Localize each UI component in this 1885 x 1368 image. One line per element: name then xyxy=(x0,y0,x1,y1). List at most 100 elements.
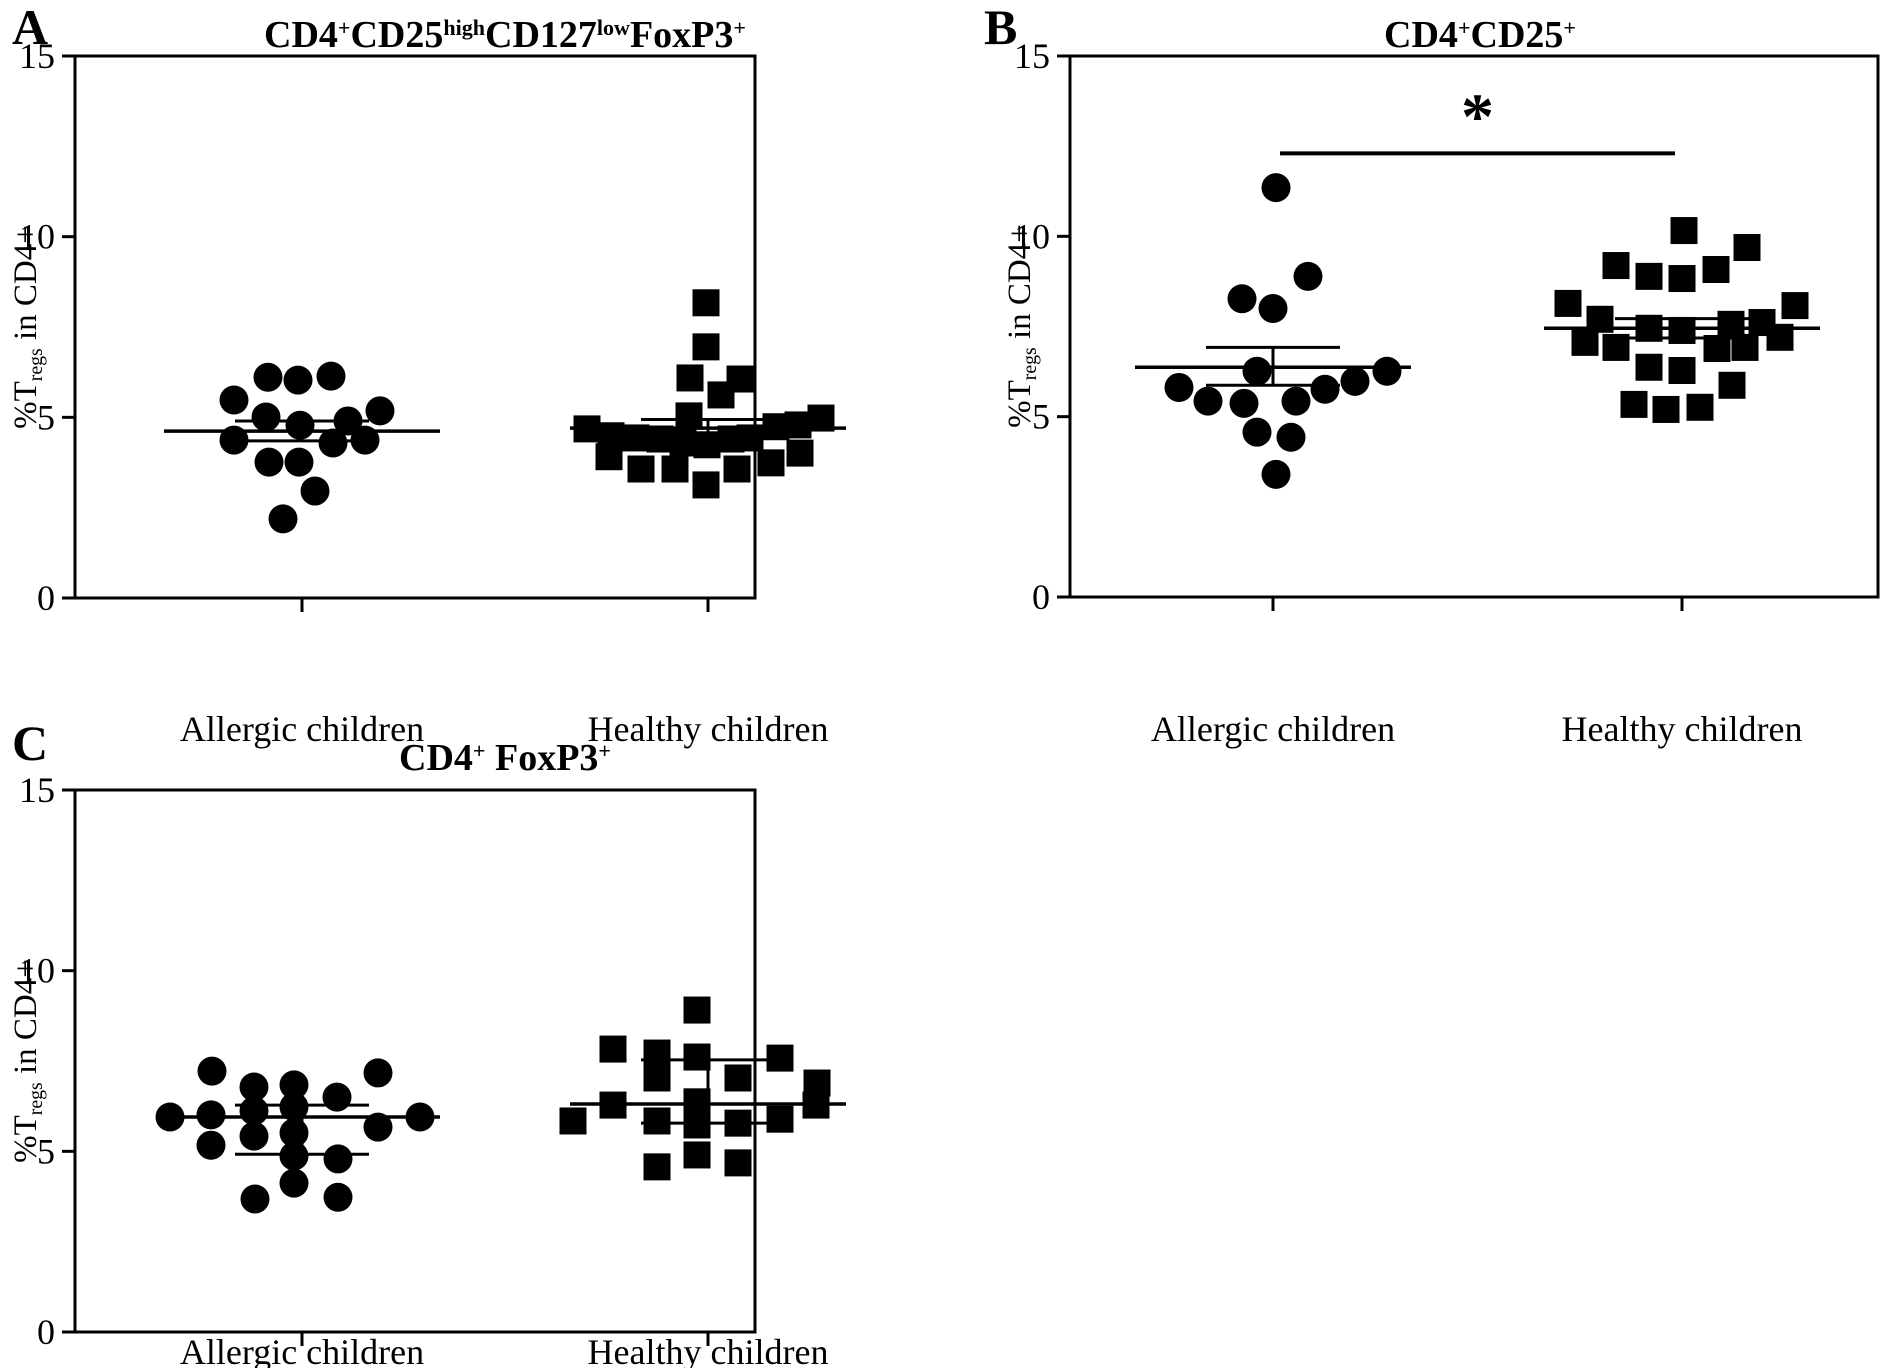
marker-square xyxy=(622,424,650,452)
marker-circle xyxy=(1276,422,1306,452)
marker-circle xyxy=(1229,388,1259,418)
marker-circle xyxy=(155,1102,185,1132)
panel-b-title: CD4+CD25+ xyxy=(1384,6,1576,57)
marker-circle xyxy=(365,396,395,426)
marker-square xyxy=(573,415,601,443)
marker-circle xyxy=(251,402,281,432)
panel-c-y-axis-label: %Tregs in CD4+ xyxy=(4,811,48,1311)
subscript: regs xyxy=(1018,347,1041,381)
marker-circle xyxy=(318,428,348,458)
panel-c-letter: C xyxy=(12,715,49,771)
marker-square xyxy=(646,425,674,453)
marker-circle xyxy=(196,1100,226,1130)
marker-square xyxy=(1731,333,1759,361)
marker-circle xyxy=(1193,386,1223,416)
marker-square xyxy=(643,1107,671,1135)
superscript: high xyxy=(443,15,486,40)
marker-square xyxy=(643,1153,671,1181)
marker-circle xyxy=(1340,366,1370,396)
marker-square xyxy=(723,455,751,483)
marker-square xyxy=(1781,292,1809,320)
marker-square xyxy=(692,333,720,361)
marker-circle xyxy=(363,1058,393,1088)
marker-square xyxy=(807,404,835,432)
category-label: Healthy children xyxy=(588,709,829,749)
panel-c-title: CD4+ FoxP3+ xyxy=(399,729,611,780)
marker-circle xyxy=(1242,356,1272,386)
marker-circle xyxy=(363,1112,393,1142)
marker-circle xyxy=(323,1144,353,1174)
marker-square xyxy=(1670,217,1698,245)
marker-circle xyxy=(1310,374,1340,404)
superscript: + xyxy=(733,15,746,40)
marker-square xyxy=(724,1064,752,1092)
y-tick-label: 5 xyxy=(1032,397,1050,437)
marker-square xyxy=(683,996,711,1024)
marker-square xyxy=(1571,328,1599,356)
superscript: + xyxy=(337,15,351,40)
panel-a-title: CD4+CD25highCD127lowFoxP3+ xyxy=(264,6,746,57)
axis-box xyxy=(73,54,757,600)
marker-circle xyxy=(322,1082,352,1112)
category-label: Healthy children xyxy=(1562,709,1803,749)
marker-square xyxy=(1733,234,1761,262)
marker-square xyxy=(683,1141,711,1169)
marker-square xyxy=(693,431,721,459)
text-run: CD25 xyxy=(1470,14,1564,57)
marker-circle xyxy=(196,1130,226,1160)
marker-circle xyxy=(1372,356,1402,386)
marker-circle xyxy=(279,1070,309,1100)
marker-circle xyxy=(268,504,298,534)
marker-circle xyxy=(279,1092,309,1122)
marker-square xyxy=(599,1035,627,1063)
y-tick-label: 10 xyxy=(1014,216,1050,256)
marker-square xyxy=(683,1043,711,1071)
marker-circle xyxy=(284,447,314,477)
marker-square xyxy=(599,1091,627,1119)
text-run: CD4 xyxy=(264,14,338,57)
axis-box xyxy=(1068,54,1880,599)
marker-square xyxy=(675,402,703,430)
marker-square xyxy=(1635,262,1663,290)
marker-square xyxy=(692,289,720,317)
marker-circle xyxy=(254,447,284,477)
y-tick-label: 10 xyxy=(19,951,55,991)
marker-square xyxy=(627,455,655,483)
superscript: + xyxy=(1457,15,1471,40)
marker-circle xyxy=(350,425,380,455)
marker-square xyxy=(1686,393,1714,421)
marker-circle xyxy=(316,361,346,391)
marker-square xyxy=(676,364,704,392)
category-label: Allergic children xyxy=(180,709,424,749)
subscript: regs xyxy=(24,1082,47,1116)
text-run: in CD4+ xyxy=(8,959,44,1083)
marker-square xyxy=(1620,390,1648,418)
y-tick-label: 10 xyxy=(19,217,55,257)
marker-circle xyxy=(1261,459,1291,489)
marker-square xyxy=(683,1088,711,1116)
superscript: + xyxy=(598,738,611,763)
marker-square xyxy=(724,1109,752,1137)
marker-square xyxy=(786,439,814,467)
marker-circle xyxy=(219,425,249,455)
marker-circle xyxy=(323,1182,353,1212)
text-run: %T xyxy=(8,381,44,429)
marker-square xyxy=(1586,305,1614,333)
marker-circle xyxy=(285,410,315,440)
text-run: FoxP3 xyxy=(629,14,734,57)
marker-square xyxy=(643,1039,671,1067)
marker-square xyxy=(1602,252,1630,280)
marker-circle xyxy=(1281,386,1311,416)
marker-square xyxy=(802,1091,830,1119)
marker-circle xyxy=(1258,293,1288,323)
marker-circle xyxy=(1164,372,1194,402)
text-run: in CD4+ xyxy=(8,225,44,349)
marker-square xyxy=(669,429,697,457)
marker-circle xyxy=(279,1141,309,1171)
marker-circle xyxy=(239,1072,269,1102)
text-run: CD4 xyxy=(399,737,473,780)
marker-square xyxy=(1668,265,1696,293)
y-tick-label: 0 xyxy=(1032,577,1050,617)
y-tick-label: 15 xyxy=(1014,36,1050,76)
